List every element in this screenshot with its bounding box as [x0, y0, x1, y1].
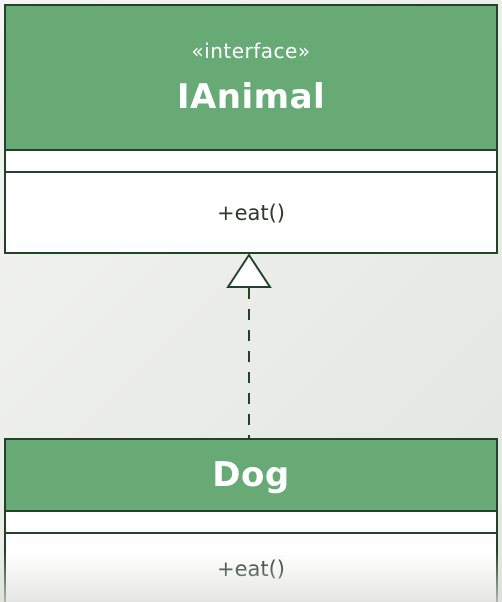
dog-class-header: Dog — [6, 440, 496, 512]
interface-class-header: «interface» IAnimal — [6, 6, 496, 151]
interface-stereotype-label: «interface» — [191, 38, 311, 63]
interface-attributes-compartment — [6, 151, 496, 173]
dog-method: +eat() — [216, 557, 285, 581]
interface-methods-compartment: +eat() — [6, 173, 496, 252]
dog-methods-compartment: +eat() — [6, 534, 496, 602]
interface-class-name: IAnimal — [176, 76, 326, 117]
dog-class-name: Dog — [212, 455, 290, 495]
dog-class-box: Dog +eat() — [4, 438, 498, 602]
dog-attributes-compartment — [6, 512, 496, 534]
interface-class-box: «interface» IAnimal +eat() — [4, 4, 498, 254]
realization-hollow-arrowhead — [226, 253, 272, 288]
interface-method: +eat() — [216, 200, 285, 225]
